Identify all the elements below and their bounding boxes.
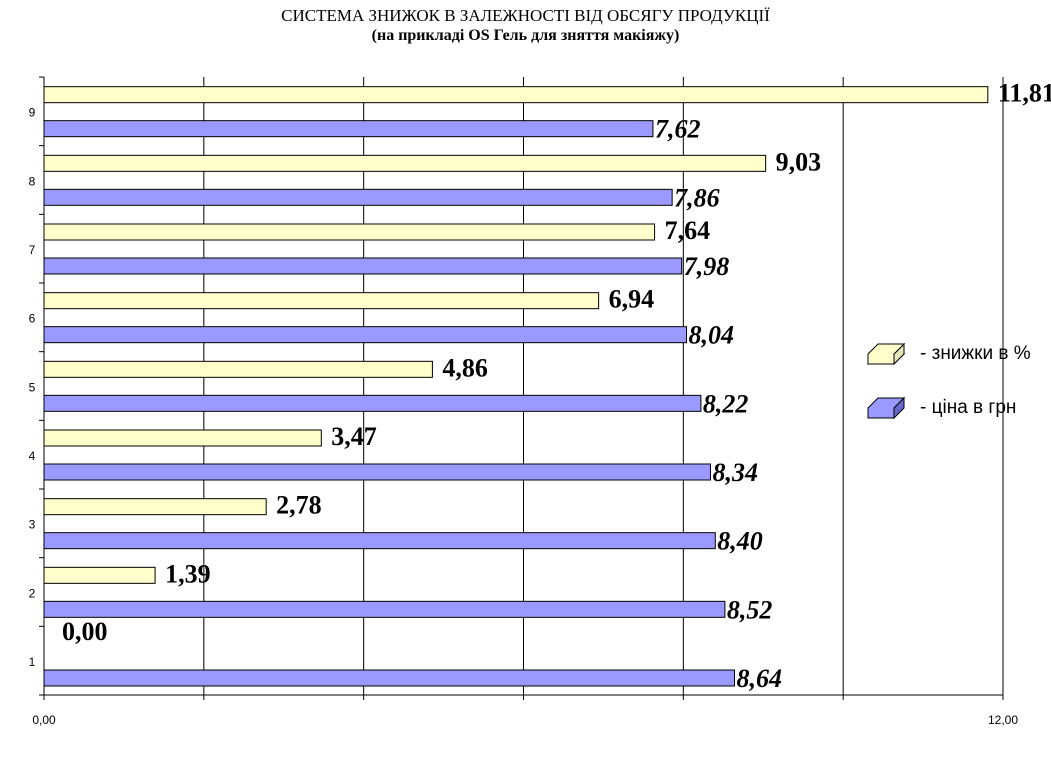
- data-label-discount: 11,81: [998, 79, 1051, 108]
- bar-discount: [43, 86, 989, 104]
- x-tick-label: 0,00: [32, 713, 56, 727]
- legend-swatch-price: [867, 396, 906, 420]
- legend-item-discount: - знижки в %: [866, 340, 1031, 368]
- bar-discount: [43, 292, 600, 310]
- data-label-price: 7,86: [674, 183, 720, 212]
- bar-discount: [43, 498, 267, 516]
- y-tick-label: 2: [29, 586, 36, 600]
- y-tick-label: 3: [29, 518, 36, 532]
- data-label-price: 8,04: [689, 321, 735, 350]
- legend-label-discount: - знижки в %: [920, 343, 1031, 364]
- y-tick-label: 5: [29, 380, 36, 394]
- legend-swatch-discount: [866, 342, 906, 366]
- data-label-price: 8,22: [703, 389, 749, 418]
- data-label-price: 7,62: [655, 115, 701, 144]
- y-tick-label: 9: [29, 106, 36, 120]
- data-label-price: 8,34: [713, 458, 759, 487]
- y-tick-label: 1: [29, 655, 36, 669]
- legend-item-price: - ціна в грн: [866, 394, 1031, 422]
- chart-subtitle: (на прикладі OS Гель для зняття макіяжу): [371, 27, 680, 44]
- chart-title: СИСТЕМА ЗНИЖОК В ЗАЛЕЖНОСТІ ВІД ОБСЯГУ П…: [281, 6, 770, 25]
- x-tick-label: 12,00: [988, 713, 1018, 727]
- bar-price: [43, 326, 688, 344]
- bar-price: [43, 257, 683, 275]
- bar-discount: [43, 429, 322, 447]
- y-tick-label: 7: [29, 243, 36, 257]
- bar-price: [43, 600, 726, 618]
- data-label-discount: 7,64: [665, 216, 711, 245]
- bar-price: [43, 532, 716, 550]
- bar-discount: [43, 223, 656, 241]
- data-label-price: 8,64: [736, 664, 782, 693]
- bar-price: [43, 188, 673, 206]
- y-tick-label: 8: [29, 174, 36, 188]
- data-label-discount: 9,03: [776, 147, 822, 176]
- bar-price: [43, 669, 735, 687]
- data-label-price: 8,40: [717, 527, 763, 556]
- data-label-discount: 1,39: [165, 559, 211, 588]
- legend: - знижки в % - ціна в грн: [866, 340, 1031, 448]
- bar-price: [43, 120, 654, 138]
- data-label-discount: 3,47: [331, 422, 377, 451]
- y-tick-label: 4: [29, 449, 36, 463]
- data-label-discount: 6,94: [609, 285, 655, 314]
- data-label-discount: 0,00: [62, 617, 108, 646]
- bar-price: [43, 394, 702, 412]
- bar-discount: [43, 360, 433, 378]
- data-label-price: 8,52: [727, 595, 773, 624]
- bar-price: [43, 463, 712, 481]
- data-label-discount: 4,86: [442, 353, 488, 382]
- chart-title-block: СИСТЕМА ЗНИЖОК В ЗАЛЕЖНОСТІ ВІД ОБСЯГУ П…: [0, 6, 1051, 46]
- bar-discount: [43, 566, 156, 584]
- y-tick-label: 6: [29, 312, 36, 326]
- data-label-price: 7,98: [684, 252, 730, 281]
- bar-discount: [43, 154, 767, 172]
- data-label-discount: 2,78: [276, 491, 322, 520]
- legend-label-price: - ціна в грн: [920, 397, 1017, 418]
